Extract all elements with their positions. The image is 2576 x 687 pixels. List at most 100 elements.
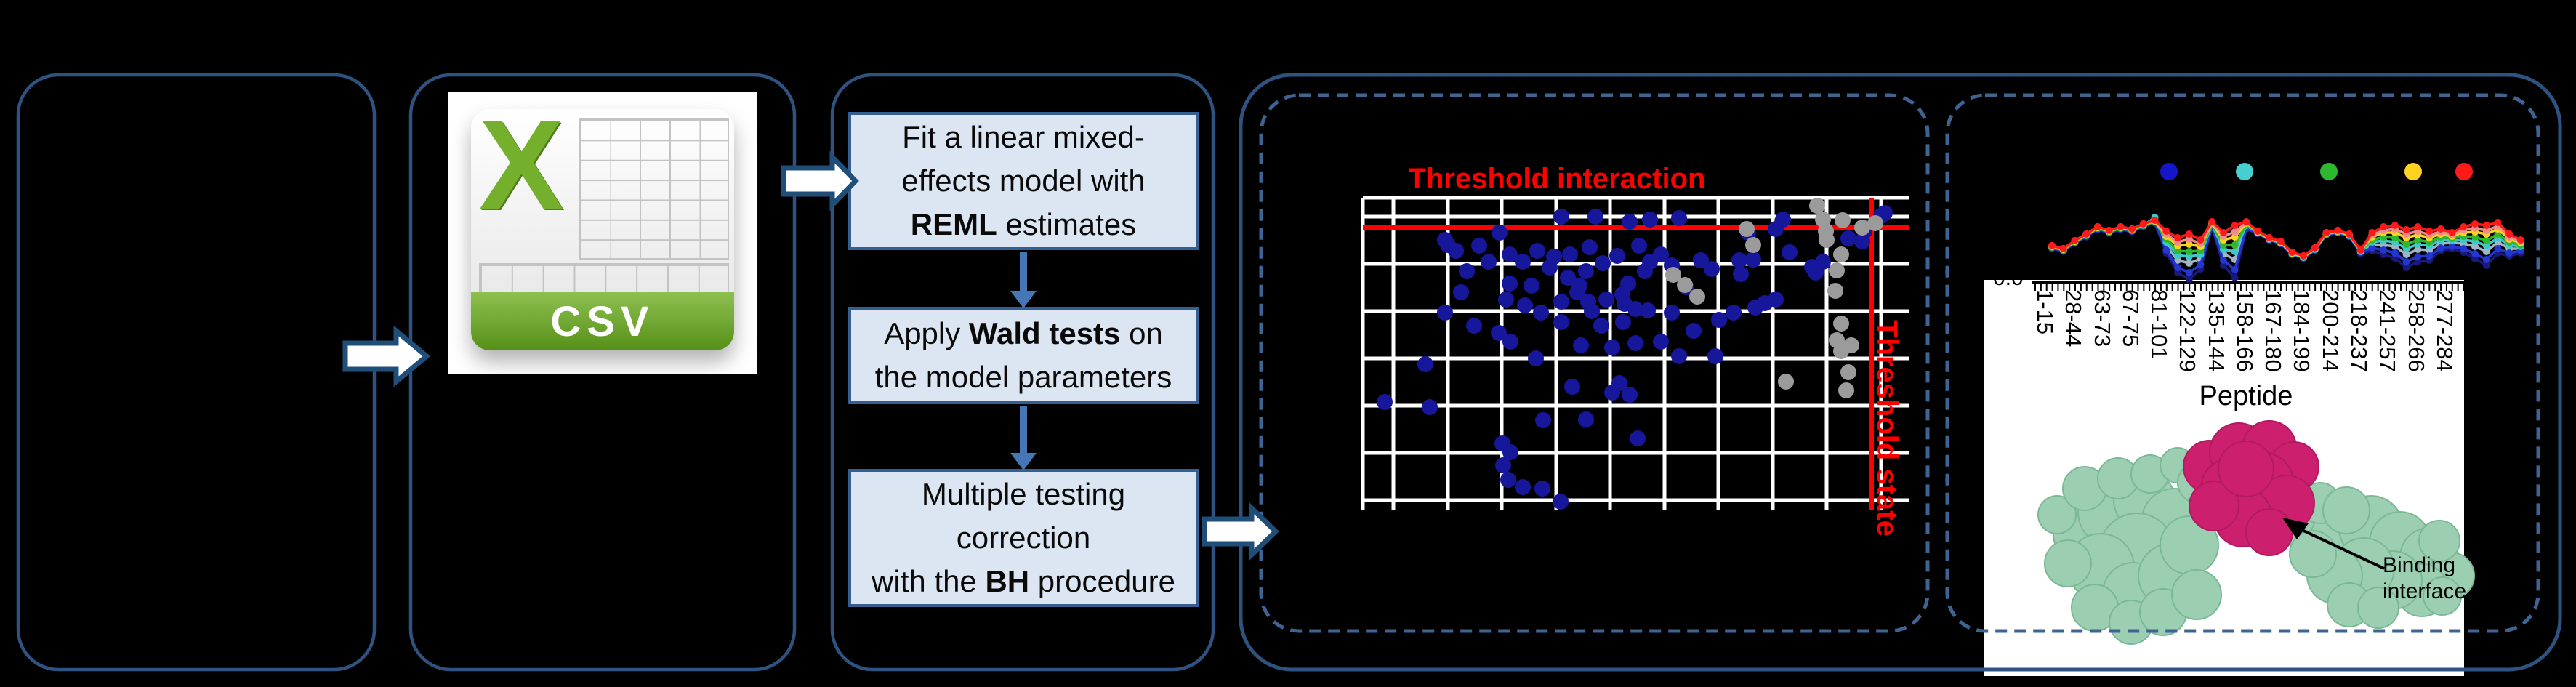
uptake-marker bbox=[2414, 258, 2422, 265]
uptake-marker bbox=[2174, 234, 2182, 241]
uptake-marker bbox=[2219, 229, 2227, 236]
uptake-marker bbox=[2185, 269, 2193, 276]
scatter-point-significant bbox=[1622, 387, 1638, 403]
uptake-marker bbox=[2231, 241, 2239, 249]
scatter-point-significant bbox=[1731, 252, 1747, 268]
scatter-point-significant bbox=[1502, 276, 1518, 292]
uptake-line-plot bbox=[2032, 163, 2532, 291]
x-axis-title-peptide: Peptide bbox=[2199, 381, 2293, 411]
flow-step-line: Multiple testing bbox=[921, 477, 1126, 511]
uptake-marker bbox=[2185, 253, 2193, 260]
scatter-point-significant bbox=[1417, 356, 1433, 372]
uptake-marker bbox=[2174, 269, 2182, 276]
uptake-marker bbox=[2426, 252, 2434, 260]
scatter-point-significant bbox=[1653, 334, 1669, 350]
uptake-marker bbox=[2471, 255, 2479, 262]
peptide-tick-label: 122-129 bbox=[2175, 289, 2200, 372]
scatter-point-significant bbox=[1471, 238, 1487, 254]
scatter-point-significant bbox=[1498, 292, 1514, 308]
peptide-tick-label: 258-266 bbox=[2404, 289, 2429, 372]
flow-step-bh: Multiple testing correction with the BH pr… bbox=[850, 470, 1197, 606]
uptake-marker bbox=[2448, 243, 2456, 250]
uptake-marker bbox=[2482, 222, 2490, 229]
scatter-point-significant bbox=[1560, 270, 1576, 286]
scatter-point-significant bbox=[1502, 334, 1518, 350]
uptake-marker bbox=[2482, 248, 2490, 255]
scatter-point-significant bbox=[1529, 243, 1545, 259]
scatter-point-significant bbox=[1593, 318, 1609, 334]
uptake-marker bbox=[2151, 217, 2159, 224]
scatter-point-significant bbox=[1448, 243, 1464, 259]
dashed-frame-uptake bbox=[1945, 93, 2540, 633]
scatter-point-significant bbox=[1671, 348, 1687, 364]
uptake-marker bbox=[2482, 242, 2490, 249]
scatter-point-significant bbox=[1671, 210, 1687, 226]
scatter-point-significant bbox=[1595, 255, 1611, 271]
uptake-marker bbox=[2048, 242, 2056, 249]
uptake-marker bbox=[2414, 236, 2422, 244]
uptake-marker bbox=[2436, 225, 2444, 233]
scatter-point-significant bbox=[1704, 261, 1720, 277]
uptake-marker bbox=[2128, 225, 2136, 233]
scatter-point-significant bbox=[1534, 481, 1550, 497]
flow-step-line: effects model with bbox=[901, 164, 1146, 198]
uptake-marker bbox=[2334, 227, 2342, 234]
uptake-marker bbox=[2505, 230, 2513, 238]
scatter-point-significant bbox=[1495, 457, 1511, 473]
scatter-point-significant bbox=[1578, 411, 1594, 427]
uptake-marker bbox=[2185, 248, 2193, 255]
flow-step-line: with the BH procedure bbox=[872, 564, 1175, 598]
scatter-point-significant bbox=[1437, 305, 1453, 321]
legend-dot bbox=[2160, 163, 2178, 180]
uptake-marker bbox=[2322, 229, 2330, 236]
uptake-marker bbox=[2368, 244, 2376, 252]
threshold-interaction-label: Threshold interaction bbox=[1408, 163, 1706, 195]
scatter-point-significant bbox=[1686, 323, 1702, 339]
uptake-marker bbox=[2185, 230, 2193, 238]
flow-down-arrow-shaft bbox=[1020, 252, 1027, 291]
scatter-point-significant bbox=[1598, 292, 1614, 308]
protein-green-surface bbox=[2037, 495, 2077, 534]
uptake-marker bbox=[2197, 236, 2205, 244]
panel-statistics bbox=[830, 73, 1215, 672]
uptake-marker bbox=[2071, 237, 2079, 244]
flow-down-arrow-shaft bbox=[1020, 406, 1027, 453]
uptake-marker bbox=[2380, 246, 2388, 254]
uptake-marker bbox=[2242, 218, 2250, 225]
uptake-marker bbox=[2174, 264, 2182, 271]
scatter-point-significant bbox=[1553, 494, 1569, 510]
scatter-point-significant bbox=[1627, 335, 1643, 351]
scatter-point-significant bbox=[1533, 305, 1549, 321]
scatter-point-significant bbox=[1620, 276, 1636, 292]
uptake-marker bbox=[2277, 238, 2285, 245]
scatter-point-significant bbox=[1622, 214, 1638, 230]
uptake-marker bbox=[2174, 247, 2182, 254]
scatter-point-significant bbox=[1553, 294, 1569, 310]
flow-step-line: Apply Wald tests on bbox=[884, 316, 1163, 350]
uptake-marker bbox=[2402, 226, 2410, 233]
scatter-point-significant bbox=[1584, 303, 1600, 319]
scatter-point-significant bbox=[1573, 337, 1589, 353]
dashed-frame-scatter bbox=[1259, 93, 1930, 633]
uptake-marker bbox=[2231, 274, 2239, 281]
scatter-point-nonsignificant bbox=[1689, 289, 1705, 305]
scatter-point-nonsignificant bbox=[1827, 283, 1843, 299]
scatter-point-significant bbox=[1693, 252, 1709, 268]
scatter-point-significant bbox=[1711, 312, 1727, 328]
scatter-point-significant bbox=[1453, 284, 1469, 300]
flow-step-wald: Apply Wald tests on the model parameters bbox=[850, 308, 1197, 403]
scatter-point-significant bbox=[1733, 266, 1749, 282]
protein-structure-image bbox=[2037, 420, 2475, 645]
scatter-point-significant bbox=[1587, 209, 1603, 225]
peptide-tick-label: 135-144 bbox=[2204, 289, 2229, 372]
flow-step-line: correction bbox=[956, 521, 1091, 555]
scatter-point-significant bbox=[1782, 244, 1798, 260]
scatter-point-significant bbox=[1707, 348, 1723, 364]
legend-dot bbox=[2404, 163, 2422, 180]
uptake-marker bbox=[2482, 262, 2490, 269]
uptake-marker bbox=[2391, 254, 2399, 262]
uptake-marker bbox=[2219, 241, 2227, 249]
scatter-point-nonsignificant bbox=[1829, 262, 1845, 278]
scatter-point-significant bbox=[1768, 221, 1784, 237]
